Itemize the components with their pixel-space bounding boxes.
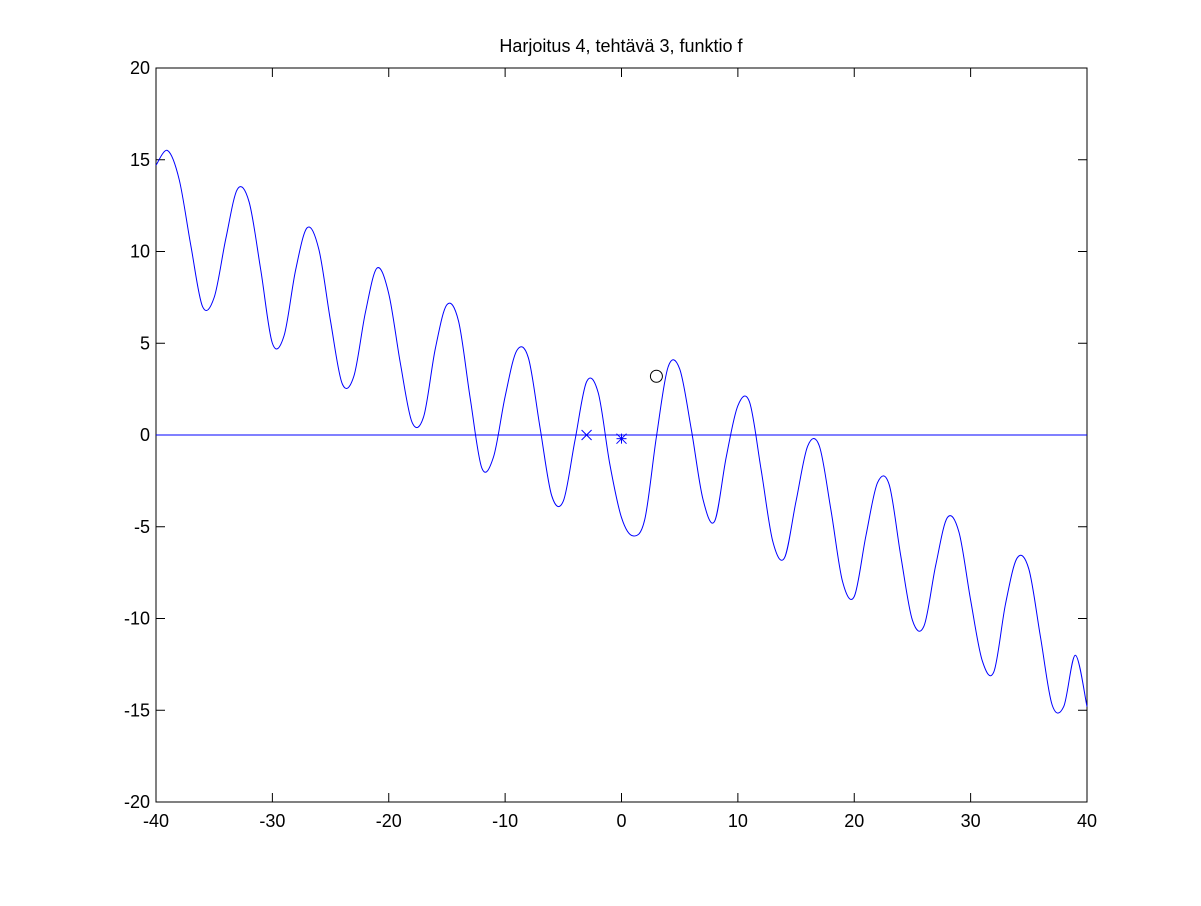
y-tick-label: 0 — [140, 425, 150, 445]
y-tick-label: -20 — [124, 792, 150, 812]
y-tick-label: 15 — [130, 150, 150, 170]
x-tick-label: 20 — [844, 811, 864, 831]
marker-layer — [581, 369, 663, 445]
axis-ticks — [155, 67, 1088, 803]
marker-asterisk — [616, 433, 627, 445]
x-tick-label: 30 — [961, 811, 981, 831]
x-tick-labels: -40 -30 -20 -10 0 10 20 30 40 — [143, 811, 1097, 831]
x-tick-label: -20 — [376, 811, 402, 831]
y-tick-label: -15 — [124, 700, 150, 720]
chart-title: Harjoitus 4, tehtävä 3, funktio f — [499, 36, 743, 56]
x-tick-label: 40 — [1077, 811, 1097, 831]
x-tick-label: -40 — [143, 811, 169, 831]
y-tick-label: 10 — [130, 242, 150, 262]
x-tick-label: -30 — [259, 811, 285, 831]
series-line-f — [155, 149, 1088, 714]
y-tick-labels: -20 -15 -10 -5 0 5 10 15 20 — [124, 58, 150, 812]
x-tick-label: 10 — [728, 811, 748, 831]
y-tick-label: -10 — [124, 609, 150, 629]
x-tick-label: -10 — [492, 811, 518, 831]
y-tick-label: 20 — [130, 58, 150, 78]
marker-cross — [581, 429, 592, 441]
y-tick-label: -5 — [134, 517, 150, 537]
x-tick-label: 0 — [616, 811, 626, 831]
marker-circle — [649, 369, 663, 383]
y-tick-label: 5 — [140, 333, 150, 353]
